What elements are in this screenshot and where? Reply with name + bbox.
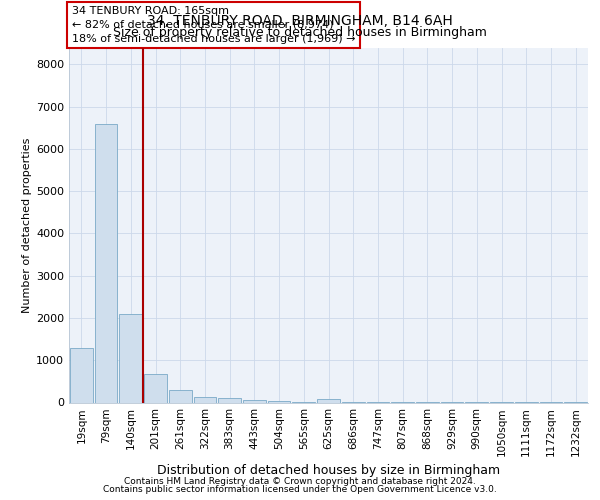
Bar xyxy=(70,348,93,403)
Bar xyxy=(194,397,216,402)
Text: Size of property relative to detached houses in Birmingham: Size of property relative to detached ho… xyxy=(113,26,487,39)
Bar xyxy=(218,398,241,402)
Bar xyxy=(95,124,118,402)
Bar xyxy=(119,314,142,402)
Y-axis label: Number of detached properties: Number of detached properties xyxy=(22,138,32,312)
Bar xyxy=(169,390,191,402)
Bar xyxy=(317,399,340,402)
X-axis label: Distribution of detached houses by size in Birmingham: Distribution of detached houses by size … xyxy=(157,464,500,477)
Text: 34 TENBURY ROAD: 165sqm
← 82% of detached houses are smaller (8,974)
18% of semi: 34 TENBURY ROAD: 165sqm ← 82% of detache… xyxy=(71,6,355,44)
Bar xyxy=(144,374,167,402)
Bar xyxy=(268,401,290,402)
Text: Contains public sector information licensed under the Open Government Licence v3: Contains public sector information licen… xyxy=(103,485,497,494)
Bar xyxy=(243,400,266,402)
Text: 34, TENBURY ROAD, BIRMINGHAM, B14 6AH: 34, TENBURY ROAD, BIRMINGHAM, B14 6AH xyxy=(147,14,453,28)
Text: Contains HM Land Registry data © Crown copyright and database right 2024.: Contains HM Land Registry data © Crown c… xyxy=(124,477,476,486)
